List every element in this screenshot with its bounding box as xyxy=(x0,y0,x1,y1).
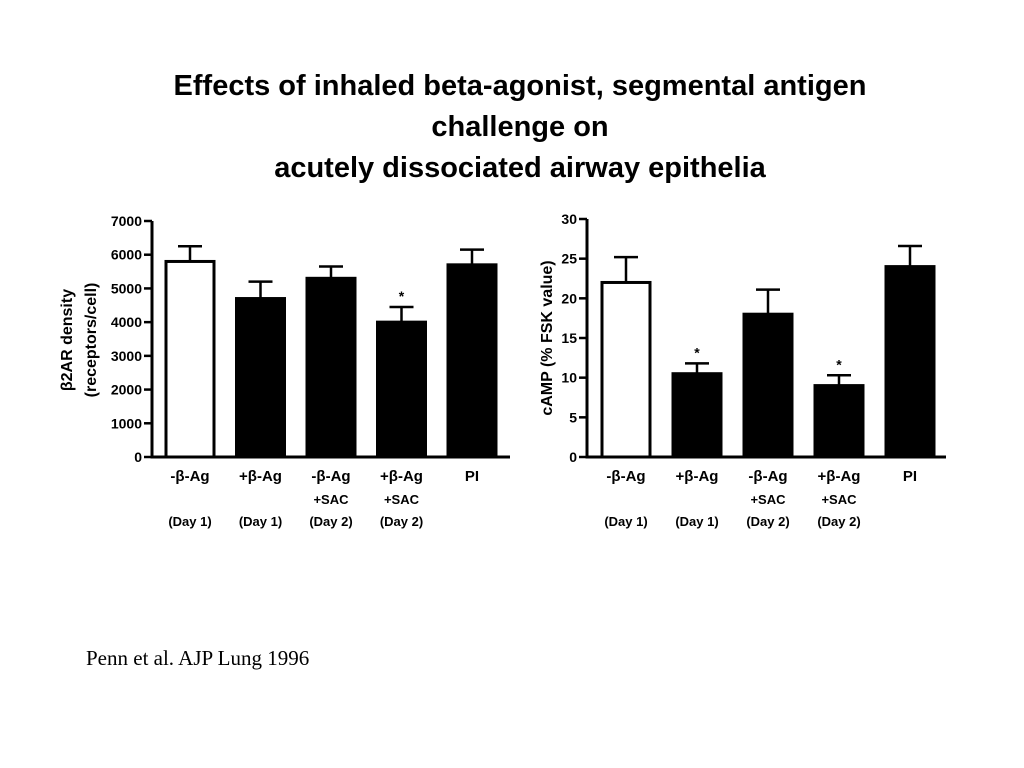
bar xyxy=(376,320,427,459)
category-day-label: (Day 1) xyxy=(675,514,718,529)
title-line: Effects of inhaled beta-agonist, segment… xyxy=(173,70,867,102)
category-label: PI xyxy=(465,468,479,485)
title-line: acutely dissociated airway epithelia xyxy=(274,152,766,184)
category-sublabel: +SAC xyxy=(750,492,786,507)
bar xyxy=(446,263,498,459)
y-tick-label: 5 xyxy=(569,409,577,425)
bar xyxy=(235,297,286,459)
y-tick-label: 25 xyxy=(561,251,577,267)
significance-marker: * xyxy=(399,288,405,304)
title-line: challenge on xyxy=(431,111,609,143)
y-tick-label: 7000 xyxy=(111,213,142,229)
category-day-label: (Day 2) xyxy=(309,514,352,529)
category-label: +β-Ag xyxy=(380,468,423,485)
category-day-label: (Day 2) xyxy=(817,514,860,529)
bar xyxy=(164,259,216,459)
significance-marker: * xyxy=(836,356,842,372)
y-axis-title: cAMP (% FSK value) xyxy=(539,260,556,415)
significance-marker: * xyxy=(694,344,700,360)
slide-title: Effects of inhaled beta-agonist, segment… xyxy=(60,66,980,189)
y-tick-label: 20 xyxy=(561,290,577,306)
bar xyxy=(813,384,865,459)
y-tick-label: 5000 xyxy=(111,280,142,296)
category-day-label: (Day 2) xyxy=(380,514,423,529)
y-tick-label: 30 xyxy=(561,211,577,227)
y-axis-title: (receptors/cell) xyxy=(83,283,100,398)
y-tick-label: 1000 xyxy=(111,415,142,431)
category-label: -β-Ag xyxy=(748,468,787,485)
bar xyxy=(600,280,652,459)
category-label: PI xyxy=(903,468,917,485)
y-tick-label: 6000 xyxy=(111,247,142,263)
y-tick-label: 4000 xyxy=(111,314,142,330)
citation: Penn et al. AJP Lung 1996 xyxy=(86,646,310,670)
category-sublabel: +SAC xyxy=(384,492,420,507)
category-sublabel: +SAC xyxy=(821,492,857,507)
y-tick-label: 2000 xyxy=(111,382,142,398)
y-tick-label: 3000 xyxy=(111,348,142,364)
category-day-label: (Day 1) xyxy=(239,514,282,529)
y-axis-title: β2AR density xyxy=(59,289,76,391)
category-day-label: (Day 2) xyxy=(746,514,789,529)
bar xyxy=(742,312,794,459)
category-label: +β-Ag xyxy=(239,468,282,485)
bar xyxy=(305,276,357,459)
y-tick-label: 0 xyxy=(134,449,142,465)
y-tick-label: 15 xyxy=(561,330,577,346)
bar xyxy=(884,265,936,459)
category-label: +β-Ag xyxy=(676,468,719,485)
y-tick-label: 10 xyxy=(561,370,577,386)
category-label: -β-Ag xyxy=(311,468,350,485)
bar xyxy=(671,372,723,459)
y-tick-label: 0 xyxy=(569,449,577,465)
category-label: -β-Ag xyxy=(170,468,209,485)
category-sublabel: +SAC xyxy=(313,492,349,507)
category-day-label: (Day 1) xyxy=(168,514,211,529)
category-label: -β-Ag xyxy=(606,468,645,485)
category-label: +β-Ag xyxy=(818,468,861,485)
category-day-label: (Day 1) xyxy=(604,514,647,529)
